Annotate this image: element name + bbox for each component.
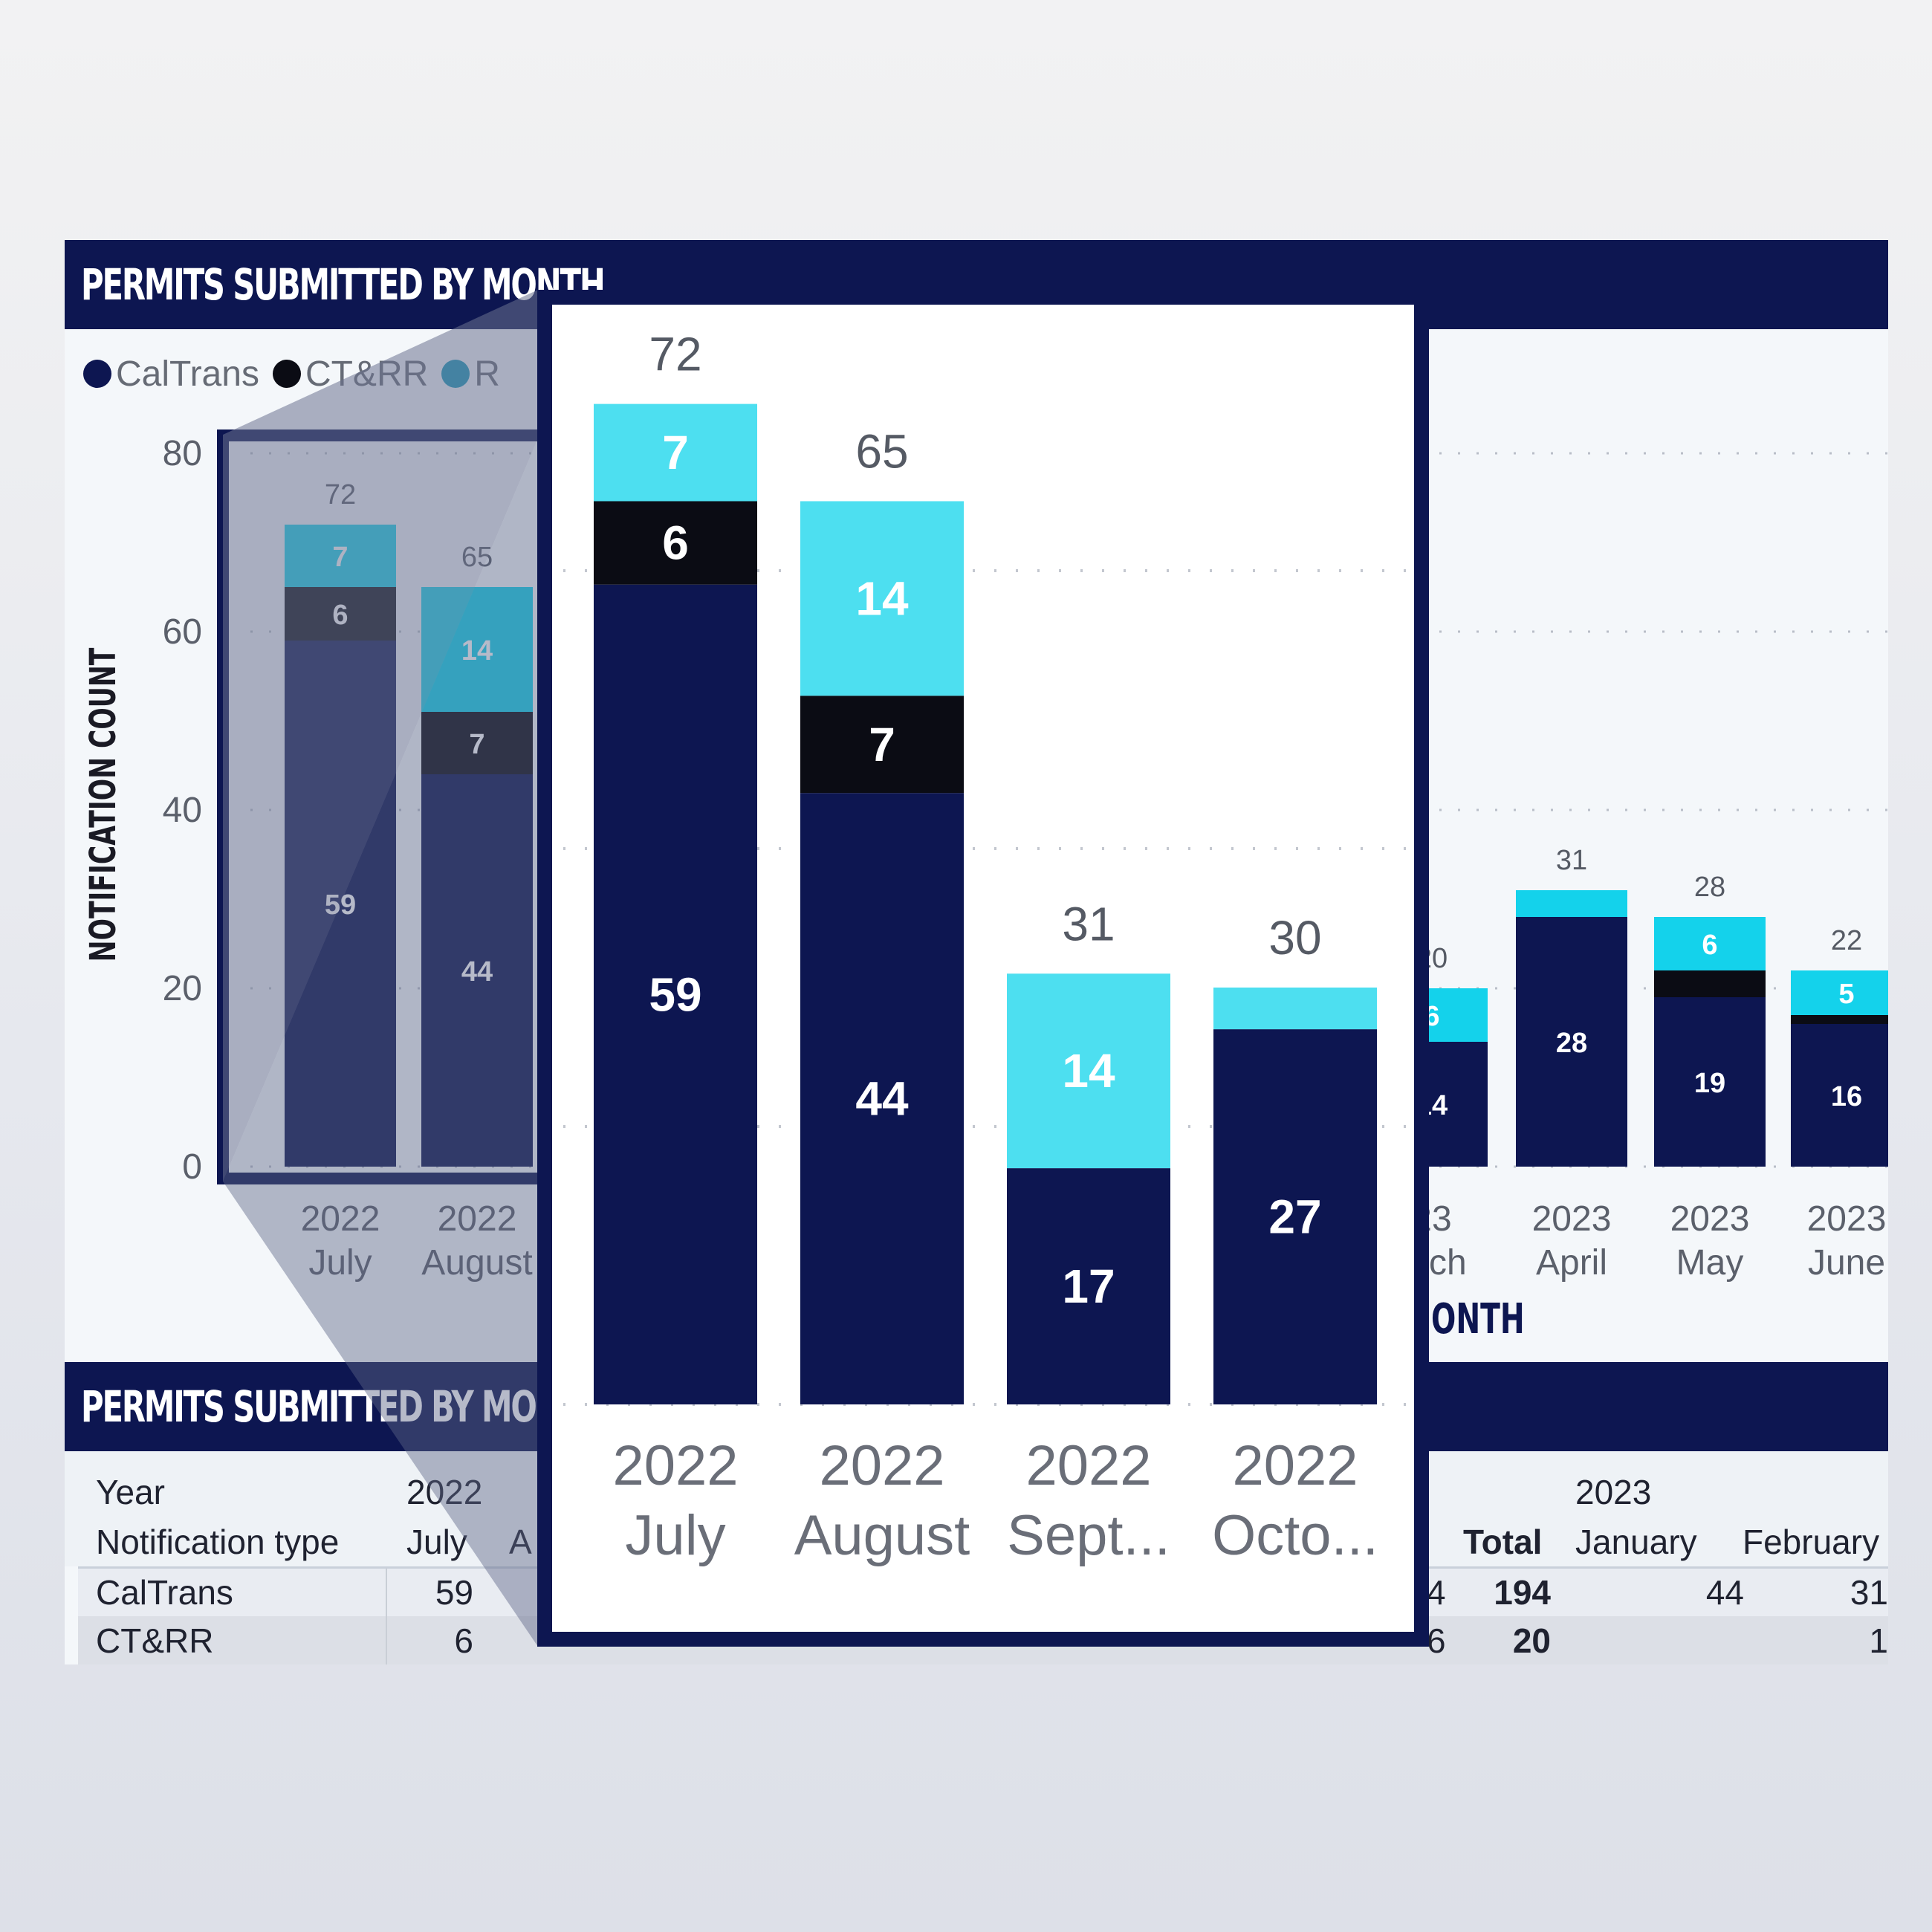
- x-tick-year: 2023: [1532, 1199, 1612, 1239]
- bar-value-label: 14: [461, 635, 493, 667]
- x-tick-year: 2023: [1807, 1199, 1887, 1239]
- legend-dot-icon: [83, 360, 111, 388]
- bar-segment: [1654, 917, 1766, 970]
- zoom-bar-value-label: 27: [1268, 1190, 1321, 1244]
- bar-value-label: 16: [1831, 1081, 1862, 1112]
- x-tick-year: 2022: [301, 1199, 380, 1239]
- row-label: CT&RR: [96, 1621, 214, 1660]
- y-tick-label: 0: [182, 1147, 202, 1187]
- bar-value-label: 5: [1838, 979, 1854, 1010]
- table-title: PERMITS SUBMITTED BY MONTH: [81, 1381, 606, 1432]
- x-tick-month: June: [1808, 1243, 1885, 1283]
- zoom-bar-segment: [594, 501, 757, 585]
- year-2022-header[interactable]: 2022: [406, 1473, 483, 1511]
- zoom-bar-value-label: 7: [869, 718, 895, 771]
- bar-value-label: 44: [461, 956, 493, 988]
- bar-segment: [1791, 970, 1888, 1015]
- cell-february: 1: [1869, 1621, 1888, 1660]
- x-tick-year: 2023: [1670, 1199, 1750, 1239]
- y-tick-label: 60: [163, 612, 202, 652]
- bar-value-label: 28: [1556, 1028, 1587, 1059]
- bar-segment: [1654, 970, 1766, 997]
- column-divider: [386, 1569, 387, 1664]
- zoom-bar-total-label: 72: [649, 328, 701, 381]
- bar-segment: [1516, 890, 1627, 917]
- zoom-bar-segment: [1213, 988, 1377, 1030]
- cell-july: 6: [454, 1621, 473, 1660]
- col-february-header[interactable]: February: [1743, 1523, 1880, 1561]
- zoom-x-tick-month: Sept...: [1007, 1504, 1170, 1567]
- y-tick-label: 20: [163, 969, 202, 1008]
- zoom-bar-segment: [594, 584, 757, 1405]
- bar-segment: [421, 712, 533, 774]
- bar-segment: [1654, 997, 1766, 1167]
- zoom-bar-value-label: 14: [1062, 1044, 1115, 1098]
- year-header: Year: [96, 1473, 165, 1511]
- type-header: Notification type: [96, 1523, 340, 1561]
- bar-segment: [1791, 1015, 1888, 1024]
- col-total-header[interactable]: Total: [1463, 1523, 1543, 1561]
- zoom-bar-total-label: 30: [1268, 911, 1321, 965]
- x-tick-month: April: [1536, 1243, 1607, 1283]
- zoom-x-tick-month: July: [625, 1504, 725, 1567]
- zoom-bar-segment: [1007, 973, 1170, 1169]
- col-july-header[interactable]: July: [406, 1523, 467, 1561]
- zoom-bar-segment: [800, 696, 964, 794]
- legend-label: CalTrans: [116, 354, 259, 394]
- zoom-bar-value-label: 44: [855, 1072, 909, 1126]
- year-2023-header[interactable]: 2023: [1575, 1473, 1652, 1511]
- row-label: CalTrans: [96, 1573, 233, 1612]
- zoom-bar-total-label: 65: [855, 425, 908, 479]
- legend-item-caltrans[interactable]: CalTrans: [83, 354, 259, 395]
- zoom-bar-value-label: 6: [662, 516, 689, 570]
- zoom-bar-value-label: 7: [662, 426, 689, 479]
- zoom-x-tick-month: August: [794, 1504, 970, 1567]
- zoom-bar-total-label: 31: [1062, 897, 1115, 950]
- zoomed-chart: 59 6 7 72 2022 July 44 7 14 65 2022 August 17 14 31 202…: [563, 328, 1414, 1567]
- col-august-header[interactable]: A: [509, 1523, 532, 1561]
- cell-total: 194: [1494, 1573, 1551, 1612]
- zoom-bar-value-label: 14: [855, 571, 909, 625]
- col-january-header[interactable]: January: [1575, 1523, 1697, 1561]
- zoom-bar-value-label: 59: [649, 967, 701, 1021]
- projection-upper: [223, 290, 538, 1181]
- cell-hidden: 4: [1427, 1573, 1446, 1612]
- x-tick-month: August: [421, 1243, 532, 1283]
- cell-hidden: 6: [1427, 1621, 1446, 1660]
- bar-segment: [421, 774, 533, 1167]
- bar-segment: [1516, 917, 1627, 1167]
- zoom-bar-segment: [1007, 1168, 1170, 1404]
- bar-value-label: 6: [1702, 930, 1717, 961]
- x-tick-year: 2022: [438, 1199, 517, 1239]
- projection-lower: [223, 438, 538, 1647]
- bar-value-label: 19: [1694, 1068, 1725, 1099]
- zoom-bar-value-label: 17: [1062, 1260, 1115, 1313]
- zoom-x-tick-year: 2022: [819, 1434, 944, 1497]
- zoom-x-tick-year: 2022: [1025, 1434, 1151, 1497]
- bar-segment: [1791, 1024, 1888, 1167]
- bar-total-label: 28: [1694, 872, 1725, 903]
- cell-july: 59: [435, 1573, 473, 1612]
- zoom-bar-segment: [594, 403, 757, 502]
- magnifier-lens: 59 6 7 72 2022 July 44 7 14 65 2022 August 17 14 31 202…: [537, 290, 1429, 1647]
- x-tick-month: July: [308, 1243, 372, 1283]
- zoom-x-tick-year: 2022: [1232, 1434, 1358, 1497]
- legend-dot-icon: [272, 360, 301, 388]
- y-tick-label: 40: [163, 791, 202, 830]
- bar-total-label: 22: [1831, 925, 1862, 956]
- zoom-bar-segment: [800, 793, 964, 1404]
- bar-total-label: 31: [1556, 845, 1587, 876]
- zoom-bar-segment: [1213, 1029, 1377, 1404]
- y-tick-label: 80: [163, 434, 202, 473]
- zoom-x-tick-month: Octo...: [1212, 1504, 1378, 1567]
- cell-february: 31: [1850, 1573, 1888, 1612]
- x-tick-month: May: [1676, 1243, 1744, 1283]
- bar-value-label: 7: [469, 729, 484, 760]
- zoom-x-tick-year: 2022: [612, 1434, 738, 1497]
- zoom-bar-segment: [800, 501, 964, 696]
- cell-total: 20: [1512, 1621, 1551, 1660]
- cell-january: 44: [1705, 1573, 1744, 1612]
